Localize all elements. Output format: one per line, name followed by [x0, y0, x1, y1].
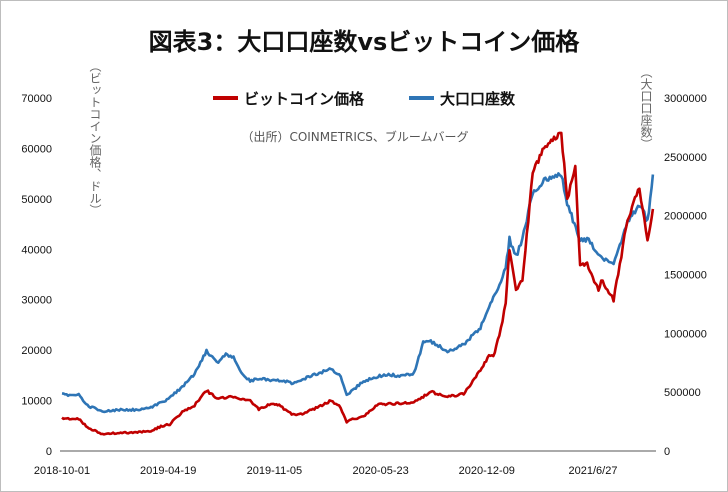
left-tick-label: 10000 — [21, 396, 52, 408]
x-axis: 2018-10-01 2019-04-19 2019-11-05 2020-05-23… — [34, 465, 618, 477]
plot-area — [61, 131, 655, 436]
left-axis-title: （ビットコイン価格、ドル） — [88, 60, 102, 216]
right-axis: 0 500000 1000000 1500000 2000000 2500000 30000… — [664, 93, 707, 458]
x-tick-label: 2019-04-19 — [140, 465, 196, 477]
source-note: （出所）COINMETRICS、ブルームバーグ — [241, 129, 468, 144]
x-tick-label: 2019-11-05 — [247, 465, 302, 477]
left-tick-label: 50000 — [21, 194, 52, 206]
left-tick-label: 20000 — [21, 345, 52, 357]
left-tick-label: 70000 — [21, 93, 52, 105]
right-tick-label: 1500000 — [664, 270, 707, 282]
right-tick-label: 2500000 — [664, 152, 707, 164]
left-tick-label: 30000 — [21, 295, 52, 307]
series-line-large-accounts — [61, 172, 655, 414]
x-tick-label: 2020-12-09 — [459, 465, 515, 477]
right-tick-label: 3000000 — [664, 93, 707, 105]
x-tick-label: 2018-10-01 — [34, 465, 90, 477]
left-tick-label: 0 — [46, 446, 52, 458]
legend-label-accounts: 大口口座数 — [440, 90, 516, 108]
right-tick-label: 0 — [664, 446, 670, 458]
x-tick-label: 2021/6/27 — [569, 465, 618, 477]
chart-title: 図表3：大口口座数vsビットコイン価格 — [149, 28, 581, 56]
right-tick-label: 500000 — [664, 387, 701, 399]
series-line-bitcoin-price — [61, 131, 655, 436]
right-axis-title: （大口口座数） — [639, 66, 653, 150]
left-tick-label: 60000 — [21, 143, 52, 155]
left-axis: 0 10000 20000 30000 40000 50000 60000 70000 — [21, 93, 52, 458]
x-tick-label: 2020-05-23 — [352, 465, 408, 477]
right-tick-label: 1000000 — [664, 328, 707, 340]
legend-label-price: ビットコイン価格 — [244, 90, 365, 108]
left-tick-label: 40000 — [21, 244, 52, 256]
right-tick-label: 2000000 — [664, 211, 707, 223]
